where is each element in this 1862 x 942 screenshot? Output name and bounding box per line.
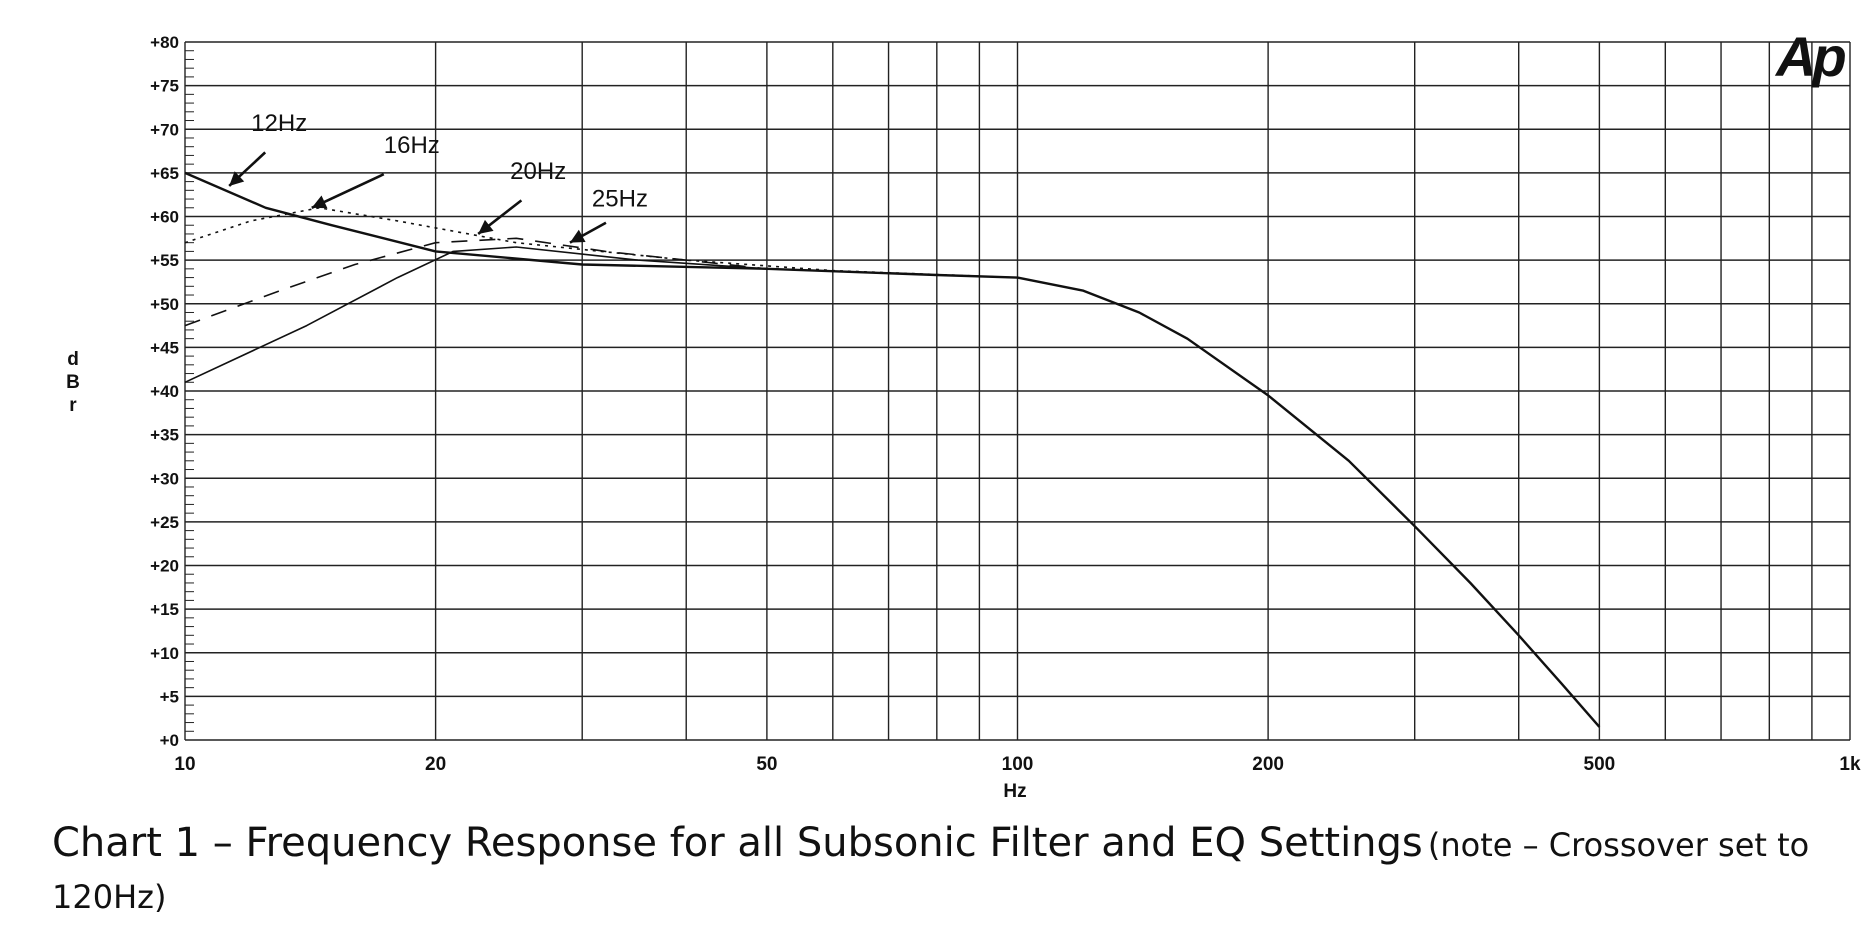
y-tick-label-7: +45 bbox=[150, 338, 179, 357]
x-axis-label: Hz bbox=[1003, 781, 1026, 802]
y-tick-label-6: +50 bbox=[150, 295, 179, 314]
y-tick-label-9: +35 bbox=[150, 426, 179, 445]
caption-note: (note – Crossover set to 120Hz) bbox=[52, 826, 1810, 916]
annotation-label-2: 20Hz bbox=[510, 158, 566, 185]
y-tick-label-16: +0 bbox=[160, 731, 179, 750]
y-axis-label-char-0: d bbox=[67, 349, 79, 370]
y-tick-label-10: +30 bbox=[150, 469, 179, 488]
y-tick-label-0: +80 bbox=[150, 33, 179, 52]
series-group bbox=[184, 171, 1601, 728]
ap-logo: Ap bbox=[1774, 25, 1845, 88]
y-tick-label-1: +75 bbox=[150, 77, 179, 96]
annotation-label-3: 25Hz bbox=[592, 186, 648, 213]
series-line-12Hz bbox=[184, 171, 1601, 728]
y-axis-label-char-2: r bbox=[69, 395, 77, 416]
x-tick-label-5: 500 bbox=[1584, 754, 1616, 775]
frequency-response-chart: +80 +75 +70 +65 +60 +55 +50 +45 +40 +35 +30 +25 +20 +… bbox=[66, 25, 1861, 802]
annotation-arrow-head-1 bbox=[311, 195, 328, 209]
y-tick-label-3: +65 bbox=[150, 164, 179, 183]
x-tick-label-3: 100 bbox=[1002, 754, 1034, 775]
x-tick-label-1: 20 bbox=[425, 754, 446, 775]
series-line-16Hz bbox=[184, 207, 1018, 279]
y-tick-label-4: +60 bbox=[150, 208, 179, 227]
y-axis-label-char-1: B bbox=[66, 372, 80, 393]
annotation-arrow-head-0 bbox=[229, 171, 245, 186]
annotation-arrow-head-3 bbox=[569, 229, 586, 243]
x-axis-ticks: 10 20 50 100 200 500 1k bbox=[174, 754, 1861, 775]
x-tick-label-6: 1k bbox=[1839, 754, 1861, 775]
caption-main: Chart 1 – Frequency Response for all Sub… bbox=[52, 820, 1423, 866]
x-tick-label-0: 10 bbox=[174, 754, 195, 775]
y-axis-ticks: +80 +75 +70 +65 +60 +55 +50 +45 +40 +35 +30 +25 +20 +… bbox=[150, 33, 179, 750]
y-tick-label-5: +55 bbox=[150, 251, 179, 270]
y-tick-label-8: +40 bbox=[150, 382, 179, 401]
y-axis-label: dBr bbox=[66, 349, 80, 416]
grid bbox=[184, 41, 1851, 741]
y-tick-label-11: +25 bbox=[150, 513, 179, 532]
chart-caption: Chart 1 – Frequency Response for all Sub… bbox=[52, 820, 1842, 926]
annotation-label-1: 16Hz bbox=[384, 132, 440, 159]
annotation-label-0: 12Hz bbox=[251, 110, 307, 137]
y-tick-label-15: +5 bbox=[160, 687, 179, 706]
y-tick-label-12: +20 bbox=[150, 557, 179, 576]
series-line-25Hz bbox=[184, 246, 1018, 384]
annotation-arrow-head-2 bbox=[478, 219, 494, 234]
x-tick-label-2: 50 bbox=[756, 754, 777, 775]
y-tick-label-14: +10 bbox=[150, 644, 179, 663]
y-tick-label-2: +70 bbox=[150, 120, 179, 139]
x-tick-label-4: 200 bbox=[1252, 754, 1284, 775]
y-tick-label-13: +15 bbox=[150, 600, 179, 619]
annotation-group: 12Hz 16Hz 20Hz 25Hz bbox=[228, 110, 648, 244]
